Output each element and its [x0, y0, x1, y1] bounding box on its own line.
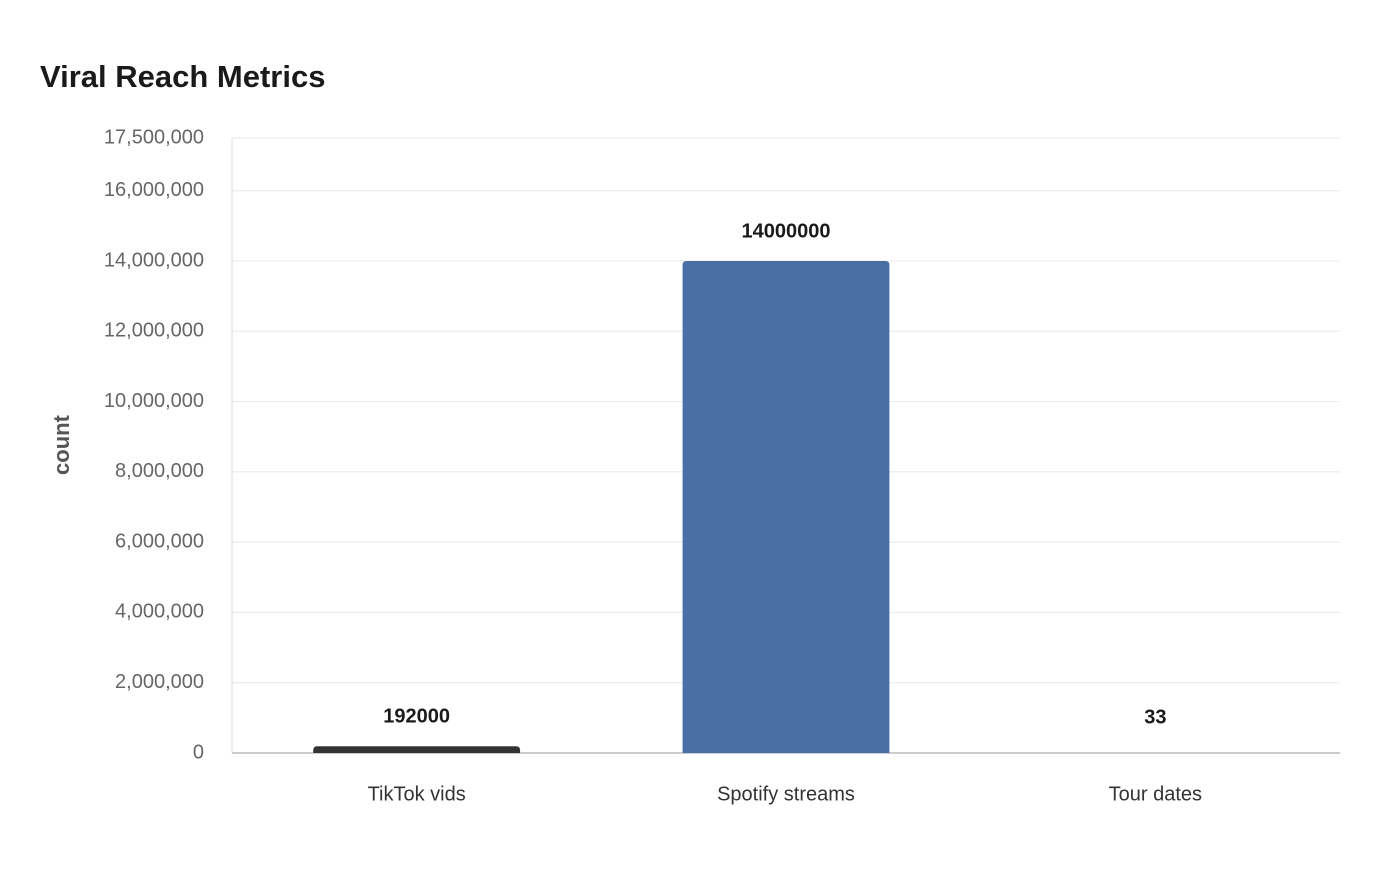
- bar: [682, 261, 890, 753]
- y-tick-label: 2,000,000: [115, 671, 204, 693]
- x-tick-label: Spotify streams: [717, 783, 855, 805]
- y-tick-label: 17,500,000: [104, 126, 204, 148]
- y-tick-label: 8,000,000: [115, 460, 204, 482]
- bar: [313, 746, 521, 753]
- value-label: 192000: [383, 706, 450, 728]
- y-tick-label: 6,000,000: [115, 530, 204, 552]
- x-tick-label: TikTok vids: [368, 783, 466, 805]
- y-tick-label: 16,000,000: [104, 179, 204, 201]
- y-tick-label: 4,000,000: [115, 601, 204, 623]
- chart-title: Viral Reach Metrics: [40, 59, 325, 94]
- value-label: 14000000: [742, 220, 831, 242]
- y-tick-label: 0: [193, 741, 204, 763]
- y-tick-label: 12,000,000: [104, 320, 204, 342]
- y-axis-label: count: [49, 414, 74, 475]
- y-tick-label: 14,000,000: [104, 249, 204, 271]
- value-label: 33: [1144, 706, 1166, 728]
- x-tick-label: Tour dates: [1109, 783, 1202, 805]
- y-tick-label: 10,000,000: [104, 390, 204, 412]
